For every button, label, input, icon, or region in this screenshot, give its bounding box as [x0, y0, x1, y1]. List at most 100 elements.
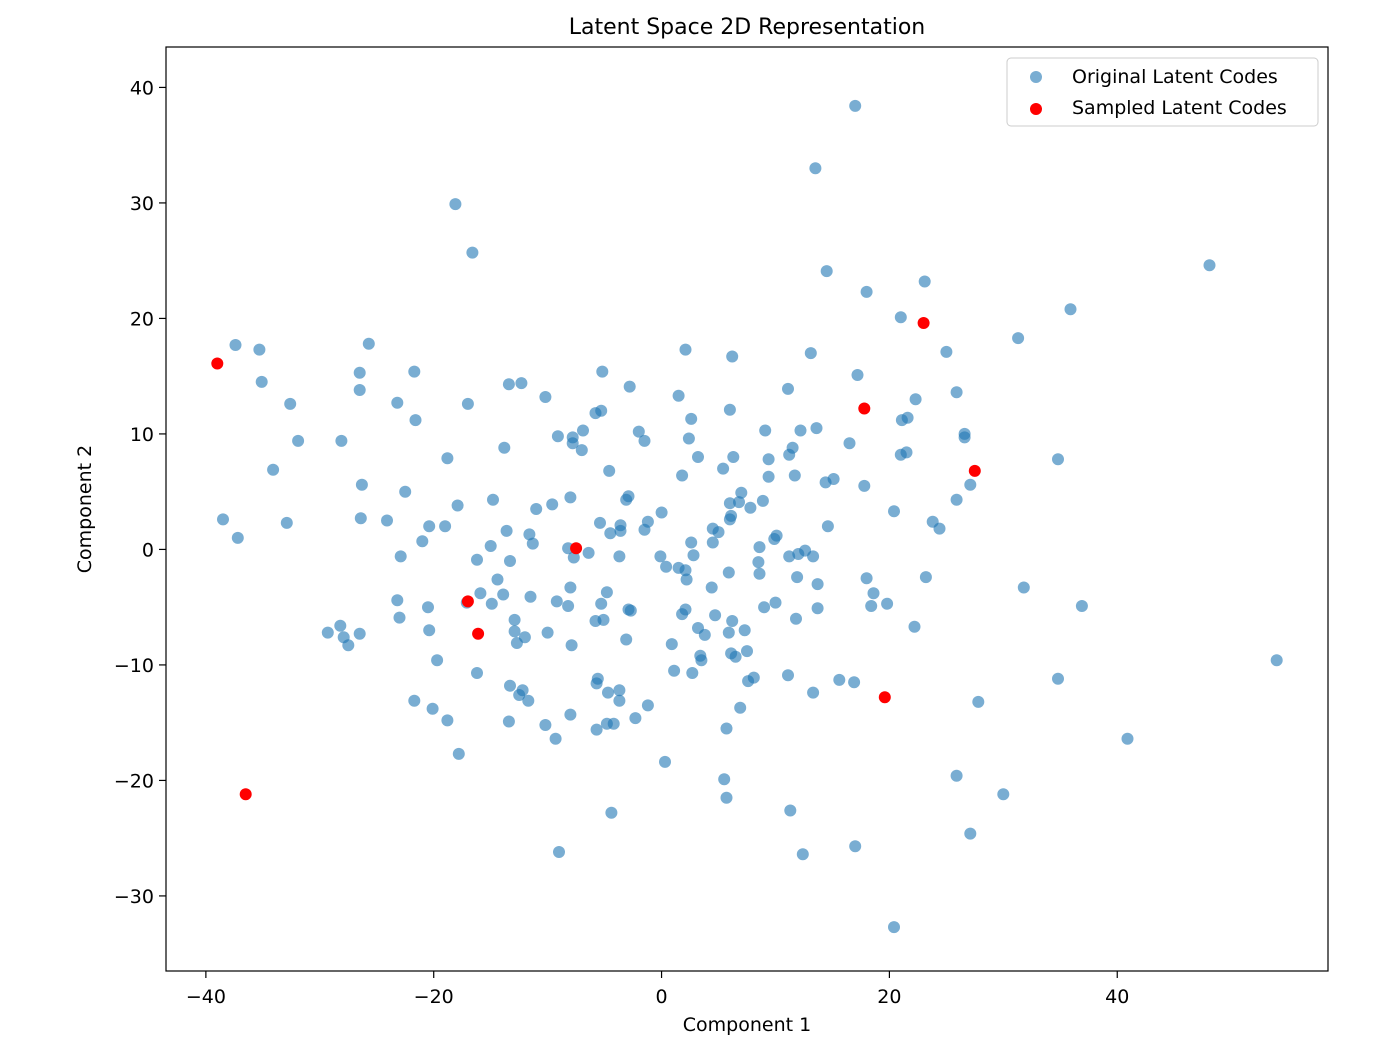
data-point-original-97	[546, 498, 559, 511]
data-point-original-141	[783, 550, 796, 563]
data-point-original-27	[596, 365, 609, 378]
data-point-original-126	[933, 522, 946, 535]
data-point-original-109	[523, 528, 536, 541]
data-point-original-33	[950, 386, 963, 399]
data-point-original-254	[888, 921, 900, 934]
data-point-original-105	[582, 546, 595, 559]
data-point-original-37	[589, 407, 602, 420]
data-point-original-168	[758, 601, 771, 614]
points-layer	[211, 99, 1283, 934]
data-point-original-233	[502, 715, 515, 728]
data-point-original-137	[680, 573, 693, 586]
data-point-sampled-3	[968, 464, 981, 477]
data-point-original-188	[541, 626, 554, 639]
data-point-original-166	[705, 581, 718, 594]
data-point-original-101	[655, 506, 668, 519]
data-point-original-213	[686, 667, 699, 679]
data-point-original-204	[513, 689, 526, 701]
data-point-original-161	[595, 597, 608, 610]
data-point-original-11	[940, 345, 953, 358]
data-point-original-89	[217, 513, 229, 526]
data-point-original-177	[422, 601, 434, 614]
data-point-original-108	[484, 540, 497, 552]
data-point-original-147	[860, 572, 873, 585]
data-point-original-74	[603, 464, 616, 477]
data-point-original-171	[811, 602, 824, 615]
data-point-original-175	[1075, 600, 1088, 612]
data-point-original-201	[471, 667, 483, 679]
data-point-original-51	[632, 425, 645, 438]
data-point-original-6	[860, 285, 873, 298]
data-point-original-73	[564, 491, 577, 504]
data-point-original-189	[565, 639, 578, 652]
data-point-original-52	[638, 434, 651, 447]
data-point-original-104	[638, 523, 651, 536]
data-point-original-49	[577, 424, 589, 437]
data-point-sampled-7	[878, 691, 891, 704]
data-point-sampled-6	[472, 627, 485, 640]
data-point-original-202	[504, 679, 516, 692]
data-point-original-178	[334, 619, 347, 632]
y-tick-label: −20	[114, 770, 154, 792]
data-point-original-54	[692, 451, 704, 463]
data-point-original-124	[888, 505, 900, 518]
data-point-original-69	[355, 478, 368, 491]
data-point-original-77	[676, 469, 689, 482]
data-point-original-184	[508, 613, 521, 626]
data-point-original-198	[738, 624, 751, 637]
data-point-original-24	[461, 397, 474, 410]
data-point-original-7	[918, 275, 931, 288]
data-point-original-76	[620, 493, 633, 506]
data-point-original-114	[706, 536, 719, 549]
data-point-original-95	[416, 535, 429, 548]
data-point-original-31	[782, 382, 794, 395]
data-point-original-16	[726, 350, 739, 363]
data-point-original-42	[292, 434, 305, 447]
data-point-original-199	[908, 620, 921, 633]
data-point-original-90	[280, 516, 293, 529]
data-point-original-118	[744, 501, 757, 514]
data-point-original-193	[665, 638, 678, 651]
data-point-original-102	[604, 527, 617, 540]
y-axis-ticks: −30 −20 −10 0 10 20 30 40	[114, 77, 166, 908]
data-point-original-154	[491, 573, 504, 586]
data-point-original-43	[335, 434, 348, 447]
data-point-original-208	[602, 686, 614, 699]
legend-marker-original	[1030, 71, 1042, 83]
data-point-original-70	[399, 485, 412, 498]
data-point-original-2	[1203, 259, 1216, 272]
data-point-original-136	[687, 549, 700, 562]
data-point-original-239	[607, 717, 620, 730]
data-point-original-236	[564, 708, 577, 721]
data-point-original-150	[391, 594, 404, 607]
x-tick-label: 20	[877, 986, 901, 1008]
data-point-original-83	[788, 469, 801, 482]
data-point-original-157	[564, 581, 577, 594]
data-point-original-231	[441, 714, 454, 727]
legend: Original Latent Codes Sampled Latent Cod…	[1006, 57, 1319, 127]
data-point-original-53	[682, 432, 695, 445]
data-point-original-152	[474, 587, 487, 600]
data-point-original-173	[865, 600, 878, 612]
legend-marker-sampled	[1030, 103, 1042, 115]
x-tick-label: 40	[1105, 986, 1129, 1008]
data-point-sampled-4	[570, 542, 583, 555]
data-point-original-242	[659, 755, 671, 768]
x-tick-label: −40	[186, 986, 226, 1008]
data-point-original-243	[1121, 732, 1134, 745]
data-point-original-119	[756, 494, 769, 507]
data-point-original-121	[768, 533, 781, 545]
data-point-original-167	[709, 609, 722, 622]
data-point-original-106	[567, 551, 580, 564]
data-point-sampled-0	[211, 357, 224, 370]
data-point-original-4	[466, 246, 479, 259]
data-point-original-159	[562, 600, 575, 612]
data-point-original-35	[409, 414, 422, 427]
data-point-original-138	[722, 566, 735, 579]
data-point-original-5	[820, 265, 833, 278]
data-point-original-18	[353, 366, 366, 379]
data-point-sampled-8	[239, 788, 252, 801]
data-point-original-48	[575, 444, 588, 457]
data-point-original-153	[485, 597, 498, 610]
